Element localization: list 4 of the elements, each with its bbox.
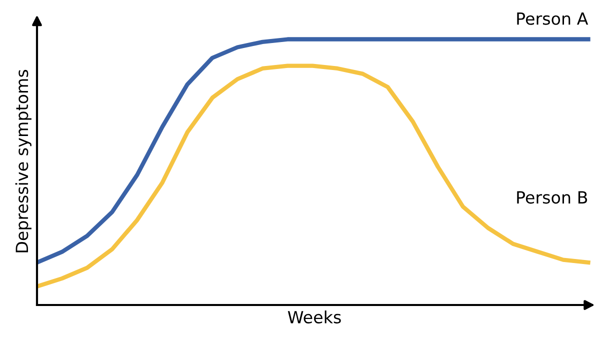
text: Person B xyxy=(517,191,588,204)
x-axis-title: Weeks xyxy=(288,310,341,324)
y-axis-title: Depressive symptoms xyxy=(15,70,32,252)
series-label: Person A xyxy=(517,12,588,25)
